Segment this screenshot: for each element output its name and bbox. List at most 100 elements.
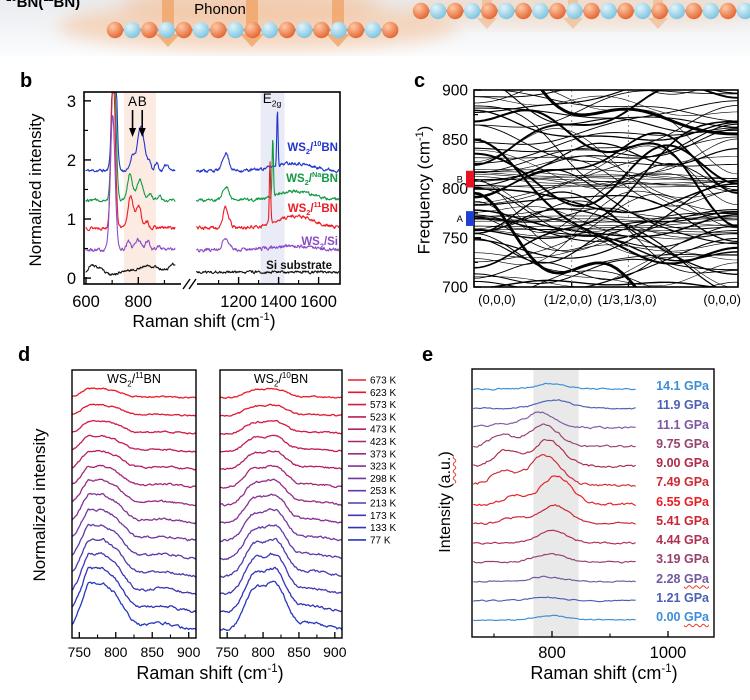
phonon-band	[474, 90, 565, 98]
phonon-band	[474, 228, 738, 237]
highlight-band	[260, 92, 285, 284]
phonon-band	[474, 224, 738, 231]
phonon-band	[474, 241, 738, 259]
phonon-band	[474, 191, 638, 287]
phonon-dispersion-chart-c: 700 750 800 850 900 (0,0,0) (1/2,0,0) (1/3,1/3,…	[442, 83, 741, 308]
boron-atom	[278, 21, 296, 39]
phonon-band	[474, 144, 738, 208]
boron-atom	[583, 2, 600, 20]
pressure-spectrum	[473, 529, 636, 545]
boron-atom	[347, 21, 364, 39]
phonon-band	[474, 107, 738, 128]
legend-label: 423 K	[370, 437, 396, 448]
tick-label: 750	[442, 230, 468, 247]
pressure-label: 2.28 GPa	[656, 571, 709, 586]
pressure-spectrum	[473, 382, 636, 391]
legend-label: 523 K	[370, 412, 396, 423]
spectrum-curve	[196, 111, 340, 174]
legend-label: 133 K	[370, 523, 396, 534]
nitrogen-atom	[463, 2, 481, 20]
pressure-spectrum	[473, 614, 636, 622]
mode-marker-label: B	[457, 175, 463, 186]
illustration-panel-a: 10BN(11BN) Phonon	[0, 0, 750, 57]
pressure-spectrum	[473, 454, 636, 487]
phonon-band	[484, 279, 719, 287]
phonon-band	[474, 187, 738, 238]
pressure-spectrum	[473, 553, 636, 564]
down-arrow-icon	[129, 128, 137, 137]
tick-label: 3	[67, 93, 76, 111]
pressure-spectrum	[473, 399, 636, 410]
phonon-band	[474, 215, 738, 219]
curve-label-ws2-10bn: WS2/10BN	[287, 139, 338, 157]
curve-label-ws2-nabn: WS2/NaBN	[286, 170, 338, 188]
pressure-label: 7.49 GPa	[656, 475, 709, 490]
temperature-spectrum	[71, 523, 197, 560]
phonon-band	[474, 190, 738, 265]
boron-atom	[382, 21, 399, 39]
tick-label: 1000	[650, 644, 687, 662]
tick-label: 750	[215, 644, 239, 660]
d-x-axis-title: Raman shift (cm-1)	[136, 663, 284, 683]
phonon-band	[474, 172, 738, 182]
legend-label: 473 K	[370, 425, 396, 436]
plot-frame	[471, 368, 715, 638]
phonon-band	[495, 90, 738, 122]
nitrogen-atom	[192, 21, 210, 39]
e-x-axis-title: Raman shift (cm-1)	[530, 663, 678, 683]
legend-label: 673 K	[370, 376, 396, 387]
tick-label: 750	[68, 644, 92, 660]
temperature-spectrum	[71, 434, 197, 453]
temperature-spectrum	[219, 434, 343, 453]
pressure-label: 6.55 GPa	[656, 494, 709, 509]
spectrum-curve	[196, 270, 340, 275]
spectrum-curve	[196, 139, 340, 203]
phonon-band	[503, 90, 738, 133]
boron-atom	[617, 2, 634, 20]
phonon-band	[474, 232, 738, 287]
nitrogen-atom	[296, 21, 313, 39]
tick-label: 800	[251, 644, 275, 660]
pressure-spectrum	[473, 575, 636, 583]
tick-label: 1400	[260, 293, 297, 311]
nitrogen-atom	[668, 2, 685, 20]
phonon-bands	[474, 90, 738, 287]
temperature-spectrum	[219, 449, 343, 471]
atom-chain-graphic	[58, 0, 750, 51]
plot-frame	[219, 369, 343, 639]
boron-atom	[719, 2, 737, 20]
nitrogen-atom	[736, 2, 750, 20]
phonon-band	[474, 191, 738, 275]
tick-label: 850	[141, 644, 165, 660]
pressure-raman-chart-e: 800 1000	[471, 368, 715, 662]
phonon-band	[474, 219, 738, 227]
boron-atom	[446, 2, 464, 20]
temperature-spectrum	[71, 449, 197, 471]
down-arrow-icon	[138, 128, 146, 137]
pressure-spectrum	[473, 504, 636, 525]
boron-atom	[515, 2, 532, 20]
k-point-label: (1/3,1/3,0)	[597, 292, 656, 307]
boron-atom	[141, 21, 158, 39]
temperature-spectrum	[219, 524, 343, 561]
pressure-spectrum	[473, 475, 636, 506]
mode-marker-a	[466, 211, 474, 226]
bn-isotope-label: 10BN(11BN)	[6, 0, 81, 11]
temperature-spectrum	[71, 387, 197, 399]
temperature-spectrum	[71, 537, 197, 578]
phonon-band	[474, 138, 738, 265]
phonon-band	[474, 208, 738, 220]
spectrum-curve	[196, 161, 340, 231]
phonon-band	[474, 173, 738, 186]
tick-label: 900	[323, 644, 347, 660]
pressure-spectrum	[473, 438, 636, 469]
pressure-spectrum	[473, 423, 636, 448]
pressure-label: 1.21 GPa	[656, 590, 709, 605]
curve-label-ws2-si: WS2/Si	[301, 236, 338, 251]
nitrogen-atom	[227, 21, 244, 39]
temperature-spectrum	[219, 464, 343, 489]
phonon-band	[474, 100, 738, 145]
panel-letter-d: d	[18, 344, 31, 366]
